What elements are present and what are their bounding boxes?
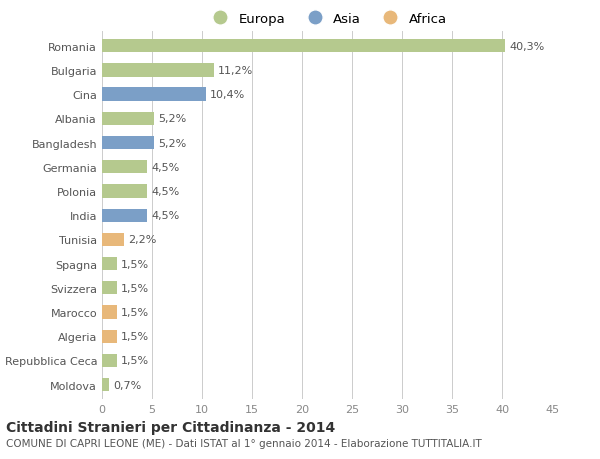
Text: 11,2%: 11,2%	[218, 66, 253, 76]
Text: 40,3%: 40,3%	[509, 42, 544, 51]
Text: COMUNE DI CAPRI LEONE (ME) - Dati ISTAT al 1° gennaio 2014 - Elaborazione TUTTIT: COMUNE DI CAPRI LEONE (ME) - Dati ISTAT …	[6, 438, 482, 448]
Text: 4,5%: 4,5%	[151, 162, 179, 173]
Text: 1,5%: 1,5%	[121, 283, 149, 293]
Text: 5,2%: 5,2%	[158, 114, 186, 124]
Bar	[102, 112, 154, 126]
Legend: Europa, Asia, Africa: Europa, Asia, Africa	[202, 7, 452, 31]
Bar	[102, 64, 214, 78]
Text: 2,2%: 2,2%	[128, 235, 157, 245]
Bar	[102, 306, 117, 319]
Bar	[102, 233, 124, 246]
Bar	[102, 137, 154, 150]
Text: 1,5%: 1,5%	[121, 308, 149, 317]
Bar	[102, 209, 147, 222]
Bar	[102, 257, 117, 271]
Text: 1,5%: 1,5%	[121, 356, 149, 366]
Bar	[102, 185, 147, 198]
Bar	[102, 88, 206, 101]
Bar	[102, 161, 147, 174]
Bar	[102, 330, 117, 343]
Text: 1,5%: 1,5%	[121, 331, 149, 341]
Text: Cittadini Stranieri per Cittadinanza - 2014: Cittadini Stranieri per Cittadinanza - 2…	[6, 420, 335, 434]
Text: 1,5%: 1,5%	[121, 259, 149, 269]
Bar	[102, 281, 117, 295]
Bar	[102, 354, 117, 367]
Text: 5,2%: 5,2%	[158, 138, 186, 148]
Text: 0,7%: 0,7%	[113, 380, 141, 390]
Text: 10,4%: 10,4%	[210, 90, 245, 100]
Bar	[102, 378, 109, 392]
Bar	[102, 40, 505, 53]
Text: 4,5%: 4,5%	[151, 211, 179, 221]
Text: 4,5%: 4,5%	[151, 186, 179, 196]
